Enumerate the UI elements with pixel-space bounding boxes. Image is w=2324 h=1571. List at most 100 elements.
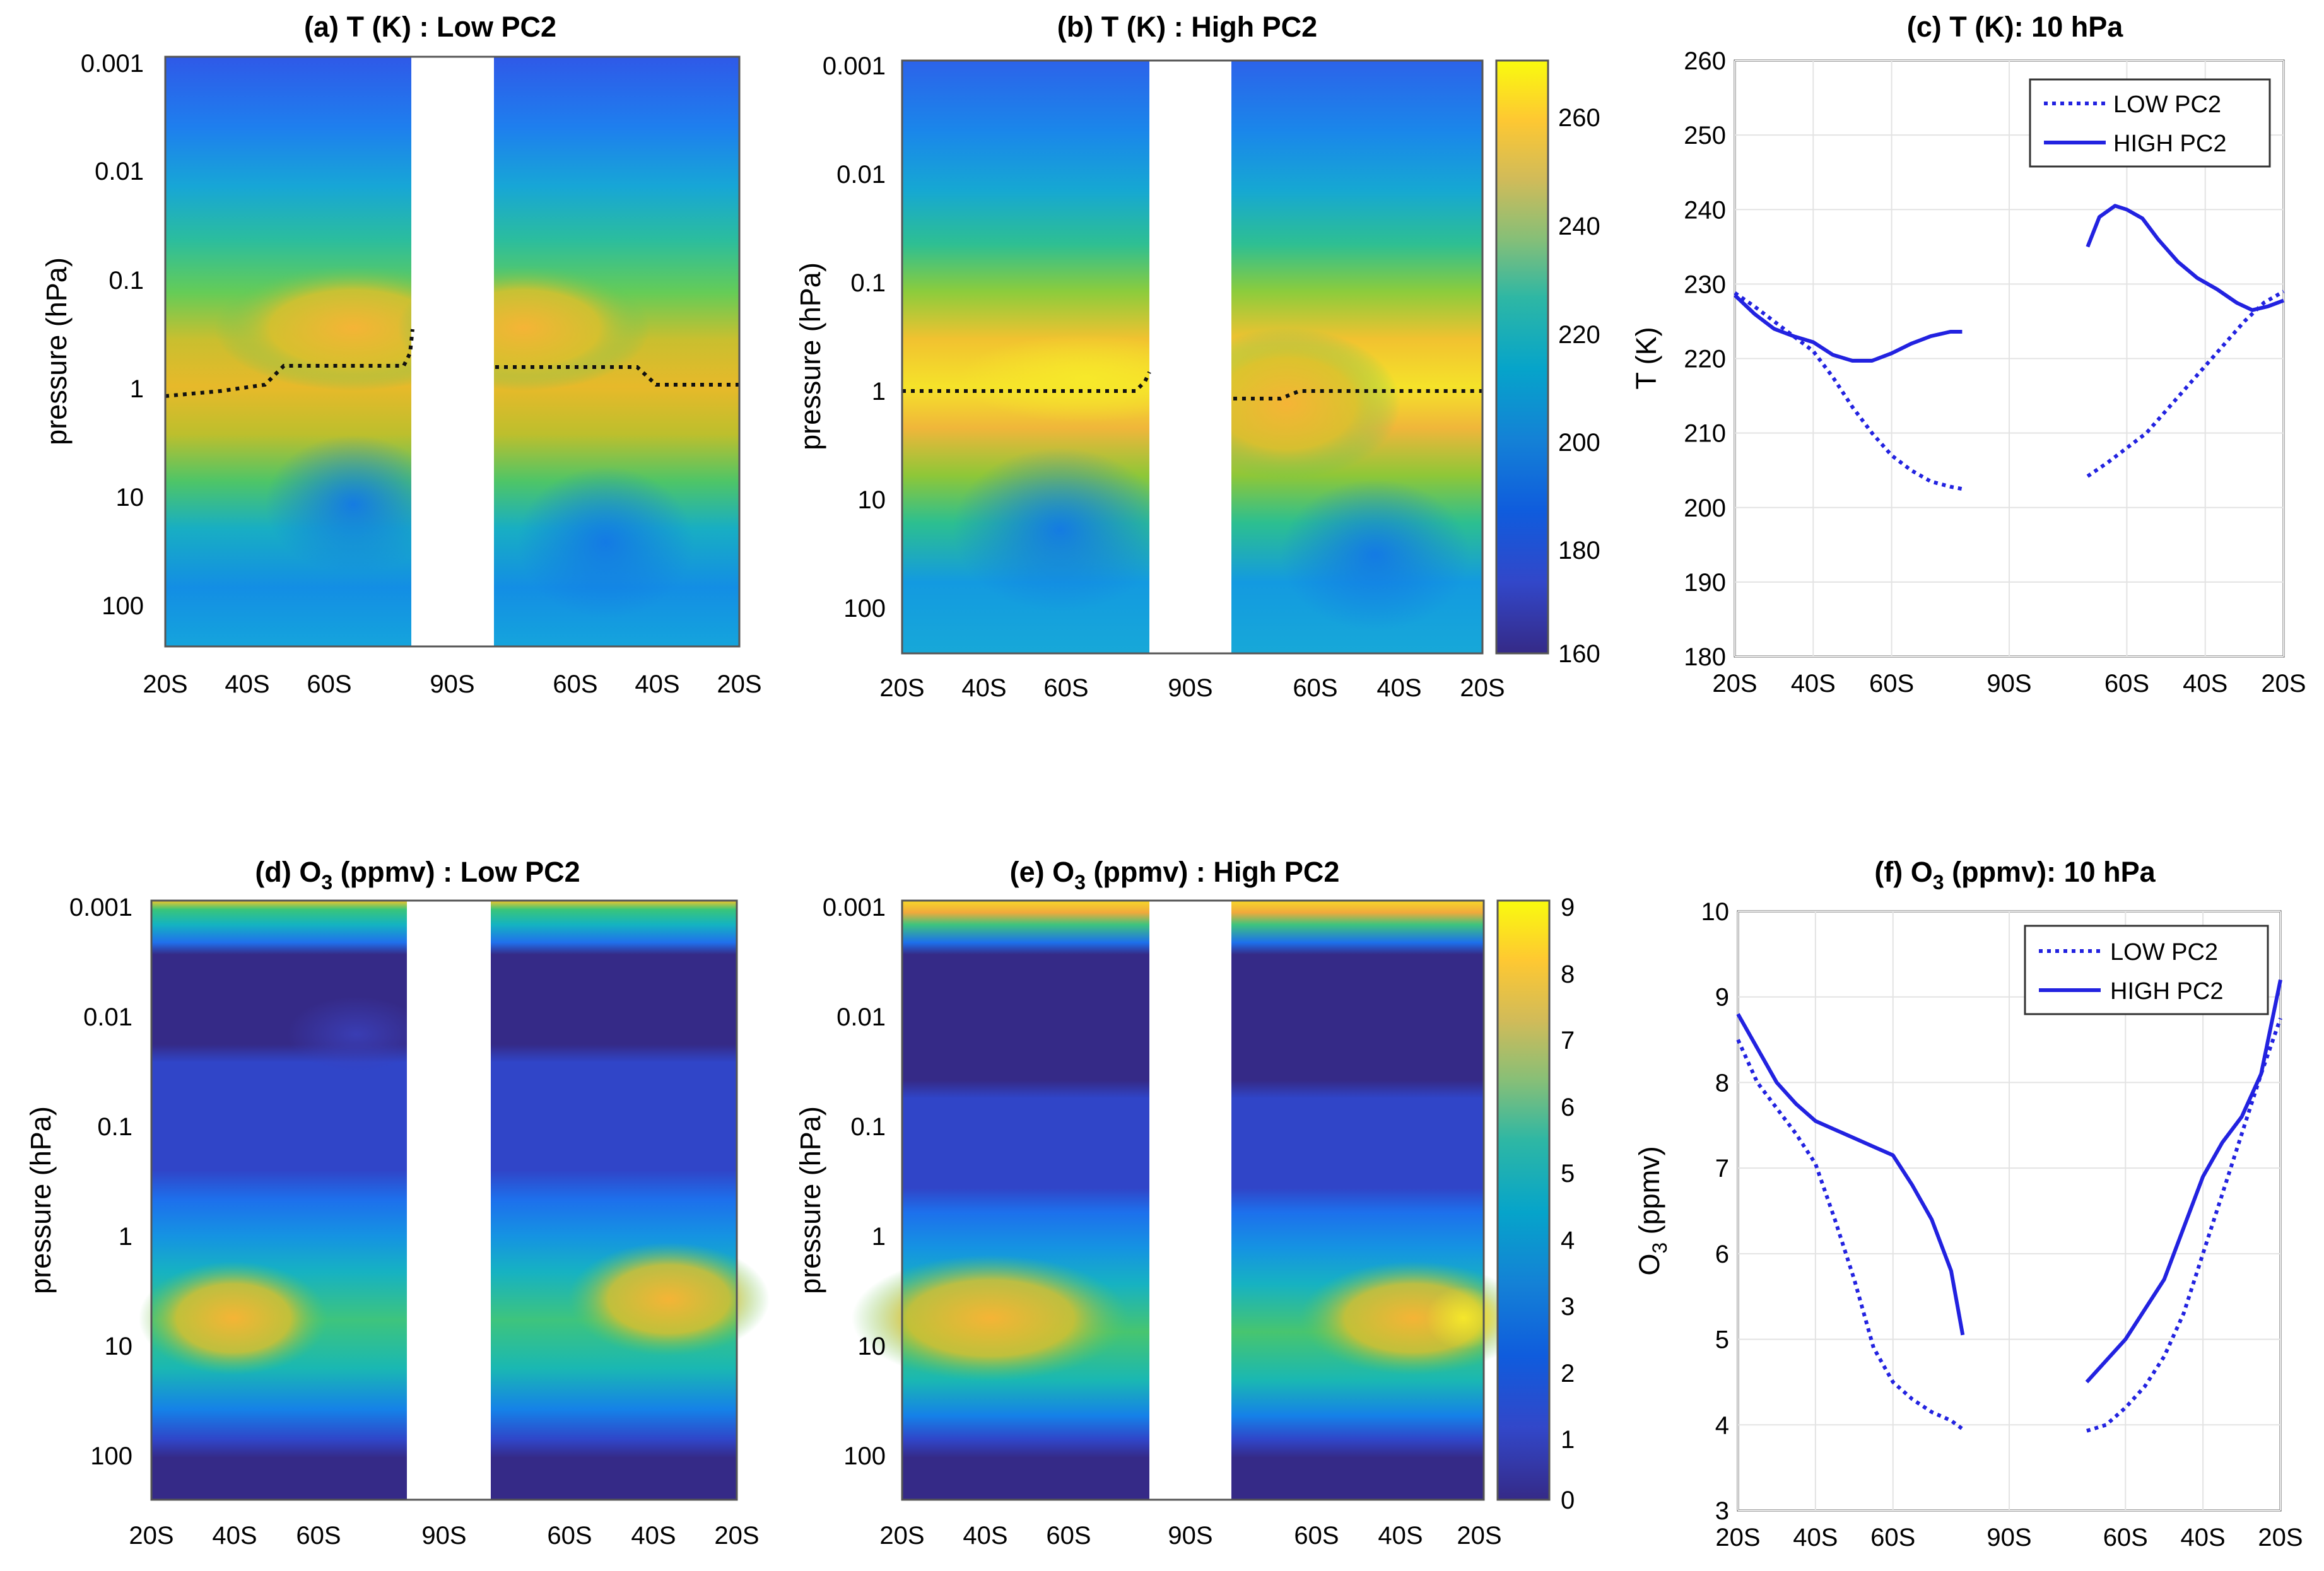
tick-label: 100 [102,592,144,620]
panel-f-legend: LOW PC2 HIGH PC2 [2024,925,2269,1015]
tick-label: 60S [2104,670,2149,698]
tick-label: 230 [1684,271,1726,298]
tick-label: 60S [553,670,597,698]
tick-label: 8 [1715,1069,1729,1097]
tick-label: 0.01 [836,1003,886,1031]
tick-label: 5 [1715,1326,1729,1354]
tick-label: 160 [1558,640,1600,668]
tick-label: 20S [879,674,924,702]
tick-label: 60S [1294,1522,1339,1550]
tick-label: 0.1 [850,269,886,297]
panel-a-cold-blob-right [517,467,694,618]
panel-e: (e) O3 (ppmv) : High PC2 0.001 0.01 0.1 … [794,856,1575,1550]
tick-label: 20S [1715,1524,1760,1551]
tick-label: 20S [879,1522,924,1550]
tick-label: 240 [1558,213,1600,240]
panel-a-title: (a) T (K) : Low PC2 [304,11,556,43]
panel-d-max-blob-right [568,1242,770,1356]
panel-f-y-ticks: 3 4 5 6 7 8 9 10 [1701,898,1730,1525]
series-line-low-pc2 [1734,291,1963,491]
panel-c: (c) T (K): 10 hPa 180 190 200 210 220 230 240 2… [1630,11,2306,698]
tick-label: 90S [1987,1524,2031,1551]
panel-d-max-blob-left [139,1261,328,1375]
legend-label-high: HIGH PC2 [2113,131,2226,157]
panel-f-title: (f) O3 (ppmv): 10 hPa [1874,856,2156,894]
panel-e-max-blob-left [852,1255,1129,1381]
tick-label: 0.01 [836,161,886,189]
panel-e-y-ticks: 0.001 0.01 0.1 1 10 100 [823,894,886,1470]
panel-c-x-ticks: 20S 40S 60S 90S 60S 40S 20S [1712,670,2306,698]
tick-label: 0.01 [83,1003,132,1031]
tick-label: 90S [430,670,474,698]
tick-label: 0.001 [823,894,886,921]
panel-d: (d) O3 (ppmv) : Low PC2 0.001 0.01 0.1 1… [25,856,770,1550]
tick-label: 250 [1684,122,1726,149]
tick-label: 180 [1684,643,1726,671]
tick-label: 40S [1793,1524,1838,1551]
panel-f-x-ticks: 20S 40S 60S 90S 60S 40S 20S [1715,1524,2303,1551]
panel-f-grid [1737,911,2281,1511]
panel-b-cold-blob-right [1281,479,1470,631]
panel-a-tropopause-line-right [495,365,739,387]
tick-label: 40S [1791,670,1836,698]
tick-label: 1 [872,1223,886,1251]
tick-label: 100 [90,1442,132,1470]
colorbar-temperature-bar [1495,59,1549,655]
series-line-high-pc2 [1733,293,1963,363]
panel-e-title-pre: (e) O [1010,856,1075,888]
panel-d-title-post: (ppmv) : Low PC2 [332,856,580,888]
panel-f-title-pre: (f) O [1874,856,1932,888]
panel-a-polar-gap [411,54,494,649]
panel-e-title-sub: 3 [1074,871,1086,894]
legend-label-low: LOW PC2 [2113,91,2221,118]
tick-label: 60S [1293,674,1337,702]
series-line-low-pc2 [1736,1039,1964,1431]
tick-label: 4 [1715,1411,1729,1439]
panel-e-peak-right [1426,1287,1501,1350]
panel-b-heatmap [902,58,1482,656]
tick-label: 200 [1684,494,1726,522]
tick-label: 90S [421,1522,466,1550]
tick-label: 20S [1457,1522,1501,1550]
tick-label: 10 [858,486,886,514]
tick-label: 40S [2183,670,2227,698]
panel-a-y-ticks: 0.001 0.01 0.1 1 10 100 [81,50,144,620]
panel-d-frame [150,899,738,1501]
tick-label: 1 [1561,1426,1575,1454]
tick-label: 220 [1558,321,1600,349]
tick-label: 60S [547,1522,592,1550]
tick-label: 8 [1561,961,1575,988]
tick-label: 40S [212,1522,257,1550]
tick-label: 20S [1712,670,1757,698]
tick-label: 60S [1870,1524,1915,1551]
tick-label: 40S [2181,1524,2226,1551]
tick-label: 0.001 [69,894,132,921]
tick-label: 10 [116,484,144,511]
panel-f-title-sub: 3 [1933,871,1944,894]
panel-f-title-post: (ppmv): 10 hPa [1944,856,2156,888]
tick-label: 90S [1168,1522,1212,1550]
panel-a-ylabel: pressure (hPa) [40,257,73,445]
panel-b-x-ticks: 20S 40S 60S 90S 60S 40S 20S [879,674,1505,702]
tick-label: 1 [130,375,144,403]
panel-b: (b) T (K) : High PC2 0.001 0.01 0.1 1 10… [794,11,1600,702]
panel-b-cold-blob-left [953,448,1167,612]
panel-e-title: (e) O3 (ppmv) : High PC2 [1010,856,1340,894]
panel-b-title: (b) T (K) : High PC2 [1057,11,1317,43]
panel-d-y-ticks: 0.001 0.01 0.1 1 10 100 [69,894,132,1470]
legend-label-high: HIGH PC2 [2110,978,2223,1005]
tick-label: 240 [1684,196,1726,224]
panel-f-ylabel-pre: O [1633,1254,1665,1276]
panel-f-ylabel-post: (ppmv) [1633,1146,1665,1242]
tick-label: 100 [843,1442,886,1470]
tick-label: 20S [2258,1524,2303,1551]
tick-label: 20S [129,1522,173,1550]
panel-c-lines [1733,204,2285,491]
panel-c-title: (c) T (K): 10 hPa [1907,11,2124,43]
tick-label: 10 [1701,898,1730,926]
legend-label-low: LOW PC2 [2110,939,2218,966]
colorbar-ozone: 9 8 7 6 5 4 3 2 1 0 [1496,894,1575,1514]
panel-f-ylabel-sub: 3 [1648,1242,1671,1254]
panel-b-tropopause-line [902,371,1151,393]
